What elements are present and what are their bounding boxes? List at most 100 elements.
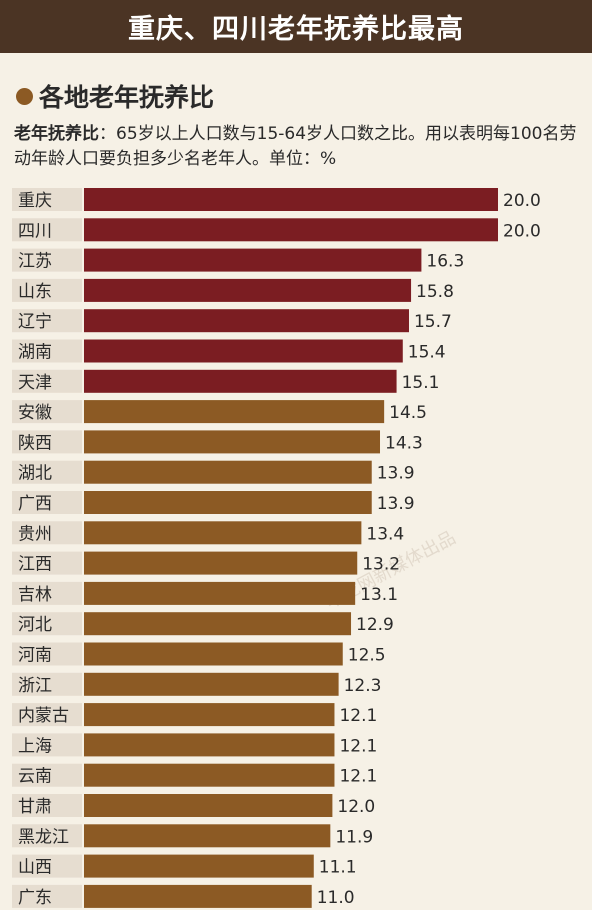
bullet-dot-icon bbox=[16, 87, 33, 105]
category-label-bg bbox=[12, 612, 82, 636]
value-label: 12.1 bbox=[339, 767, 377, 787]
value-label: 20.0 bbox=[503, 221, 541, 241]
category-label: 江苏 bbox=[18, 252, 52, 272]
bar bbox=[84, 430, 381, 454]
value-label: 15.4 bbox=[408, 343, 446, 363]
bar bbox=[84, 491, 372, 514]
bar bbox=[84, 369, 397, 393]
value-label: 13.4 bbox=[366, 524, 404, 544]
bar bbox=[84, 794, 333, 817]
category-label-bg bbox=[12, 188, 82, 211]
category-label-bg bbox=[12, 672, 82, 696]
value-label: 16.3 bbox=[426, 252, 464, 272]
category-label-bg bbox=[12, 430, 82, 454]
bar bbox=[84, 581, 356, 605]
category-label-bg bbox=[12, 824, 82, 848]
category-label: 广东 bbox=[18, 888, 52, 908]
bar bbox=[84, 460, 372, 484]
category-label: 山西 bbox=[18, 858, 52, 878]
bar bbox=[84, 642, 343, 666]
category-label-bg bbox=[12, 854, 82, 878]
category-label: 陕西 bbox=[18, 433, 52, 453]
category-label-bg bbox=[12, 521, 82, 545]
bar bbox=[84, 188, 498, 211]
category-label-bg bbox=[12, 794, 82, 817]
category-label: 天津 bbox=[18, 373, 52, 393]
section-title: 各地老年抚养比 bbox=[16, 78, 214, 114]
category-label: 黑龙江 bbox=[18, 827, 69, 847]
category-label: 云南 bbox=[18, 767, 52, 787]
value-label: 12.5 bbox=[348, 646, 386, 666]
value-label: 13.9 bbox=[377, 494, 415, 514]
bar bbox=[84, 763, 335, 787]
value-label: 12.9 bbox=[356, 615, 394, 635]
category-label-bg bbox=[12, 703, 82, 727]
category-label: 湖北 bbox=[18, 464, 52, 484]
bar bbox=[84, 218, 498, 242]
category-label-bg bbox=[12, 763, 82, 787]
bar bbox=[84, 672, 339, 696]
category-label: 吉林 bbox=[18, 585, 52, 605]
category-label: 安徽 bbox=[18, 403, 52, 423]
value-label: 13.2 bbox=[362, 555, 400, 575]
value-label: 15.1 bbox=[402, 373, 440, 393]
bar bbox=[84, 339, 403, 363]
value-label: 20.0 bbox=[503, 191, 541, 211]
description-text: ：65岁以上人口数与15-64岁人口数之比。用以表明每100名劳动年龄人口要负担… bbox=[14, 124, 577, 169]
bar bbox=[84, 551, 358, 575]
category-label: 河南 bbox=[18, 646, 52, 666]
bar bbox=[84, 612, 352, 636]
category-label-bg bbox=[12, 884, 82, 908]
category-label-bg bbox=[12, 642, 82, 666]
category-label-bg bbox=[12, 491, 82, 514]
value-label: 12.1 bbox=[339, 736, 377, 756]
category-label-bg bbox=[12, 551, 82, 575]
value-label: 13.9 bbox=[377, 464, 415, 484]
category-label-bg bbox=[12, 400, 82, 424]
value-label: 14.5 bbox=[389, 403, 427, 423]
bar bbox=[84, 248, 422, 272]
category-label-bg bbox=[12, 460, 82, 484]
value-label: 11.1 bbox=[319, 858, 357, 878]
value-label: 14.3 bbox=[385, 433, 423, 453]
category-label: 辽宁 bbox=[18, 312, 52, 332]
page-title: 重庆、四川老年抚养比最高 bbox=[0, 0, 592, 53]
bar bbox=[84, 521, 362, 545]
category-label: 湖南 bbox=[18, 343, 52, 363]
category-label: 上海 bbox=[18, 736, 52, 756]
bar bbox=[84, 309, 409, 333]
chart-description: 老年抚养比：65岁以上人口数与15-64岁人口数之比。用以表明每100名劳动年龄… bbox=[14, 122, 582, 172]
category-label: 山东 bbox=[18, 282, 52, 302]
value-label: 11.0 bbox=[317, 888, 355, 908]
category-label-bg bbox=[12, 581, 82, 605]
category-label-bg bbox=[12, 218, 82, 242]
category-label-bg bbox=[12, 309, 82, 333]
bar bbox=[84, 400, 385, 424]
description-term: 老年抚养比 bbox=[14, 124, 99, 144]
category-label: 贵州 bbox=[18, 524, 52, 544]
category-label: 江西 bbox=[18, 555, 52, 575]
category-label: 重庆 bbox=[18, 191, 52, 211]
bar bbox=[84, 278, 412, 302]
bar bbox=[84, 703, 335, 727]
value-label: 13.1 bbox=[360, 585, 398, 605]
value-label: 12.1 bbox=[339, 706, 377, 726]
category-label-bg bbox=[12, 248, 82, 272]
bar bbox=[84, 733, 335, 757]
value-label: 12.0 bbox=[337, 797, 375, 817]
bar bbox=[84, 824, 331, 848]
category-label: 四川 bbox=[18, 221, 52, 241]
category-label-bg bbox=[12, 733, 82, 757]
category-label-bg bbox=[12, 369, 82, 393]
category-label: 甘肃 bbox=[18, 797, 52, 817]
bar bbox=[84, 884, 312, 908]
value-label: 11.9 bbox=[335, 827, 373, 847]
bar bbox=[84, 854, 314, 878]
category-label-bg bbox=[12, 339, 82, 363]
category-label: 内蒙古 bbox=[18, 706, 69, 726]
value-label: 15.8 bbox=[416, 282, 454, 302]
section-title-text: 各地老年抚养比 bbox=[39, 83, 215, 112]
value-label: 15.7 bbox=[414, 312, 452, 332]
category-label: 河北 bbox=[18, 615, 52, 635]
